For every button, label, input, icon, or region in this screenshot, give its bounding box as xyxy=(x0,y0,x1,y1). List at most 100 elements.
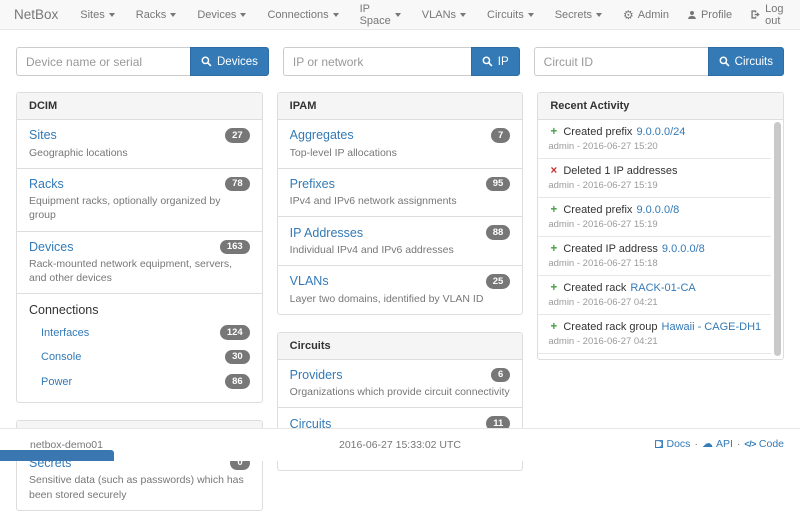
nav-item-ip-space[interactable]: IP Space xyxy=(360,3,401,27)
activity-object-link[interactable]: 9.0.0.0/8 xyxy=(661,243,705,255)
racks-link[interactable]: Racks xyxy=(29,176,64,191)
activity-item: + Created rack RACK-01-CA admin - 2016-0… xyxy=(538,275,772,314)
console-link[interactable]: Console xyxy=(41,351,82,364)
nav-item-label: Devices xyxy=(197,8,237,21)
profile-link[interactable]: Profile xyxy=(687,9,732,21)
nav-item-secrets[interactable]: Secrets xyxy=(555,3,602,27)
logout-label: Log out xyxy=(765,2,784,27)
activity-meta: admin - 2016-06-27 04:21 xyxy=(548,336,658,347)
circuit-search-button[interactable]: Circuits xyxy=(707,47,784,76)
nav-item-connections[interactable]: Connections xyxy=(267,3,339,27)
nav-item-label: Connections xyxy=(267,8,329,21)
circuit-search-input[interactable] xyxy=(533,47,708,76)
chevron-down-icon xyxy=(170,12,177,17)
device-search-input[interactable] xyxy=(16,47,190,76)
connections-row-power: Power 86 xyxy=(29,369,250,394)
sites-count-badge: 27 xyxy=(225,128,250,143)
activity-item: × Deleted 1 IP addresses admin - 2016-06… xyxy=(538,158,772,197)
api-label: API xyxy=(715,438,733,450)
docs-link[interactable]: Docs xyxy=(654,438,690,450)
panel-circuits-title: Circuits xyxy=(277,332,523,360)
list-item-prefixes: Prefixes 95 IPv4 and IPv6 network assign… xyxy=(277,167,523,217)
power-link[interactable]: Power xyxy=(41,375,73,388)
footer-links: Docs · ☁ API · </> Code xyxy=(654,438,784,450)
plus-icon: + xyxy=(550,321,558,333)
api-link[interactable]: ☁ API xyxy=(702,438,733,450)
logout-link[interactable]: Log out xyxy=(750,3,786,27)
nav-item-racks[interactable]: Racks xyxy=(136,3,177,27)
nav-item-label: Sites xyxy=(80,8,105,21)
ip-addresses-description: Individual IPv4 and IPv6 addresses xyxy=(289,243,454,256)
prefixes-link[interactable]: Prefixes xyxy=(289,176,335,191)
power-count-badge: 86 xyxy=(225,374,250,389)
vlans-description: Layer two domains, identified by VLAN ID xyxy=(289,292,484,305)
hostname-label: netbox-demo01 xyxy=(30,439,103,451)
nav-item-vlans[interactable]: VLANs xyxy=(422,3,467,27)
interfaces-link[interactable]: Interfaces xyxy=(41,326,90,339)
interfaces-count-badge: 124 xyxy=(219,325,250,340)
plus-icon: + xyxy=(550,243,558,255)
activity-action: Created prefix xyxy=(563,204,633,216)
aggregates-count-badge: 7 xyxy=(491,128,511,143)
code-link[interactable]: </> Code xyxy=(744,438,784,450)
panel-dcim-title: DCIM xyxy=(17,93,262,120)
quick-search-row: Devices IP Circuits xyxy=(16,47,784,76)
ip-search-button[interactable]: IP xyxy=(470,47,520,76)
gear-icon: ⚙ xyxy=(623,7,634,22)
server-time-label: 2016-06-27 15:33:02 UTC xyxy=(339,439,461,451)
prefixes-count-badge: 95 xyxy=(485,176,511,192)
panel-recent-activity: Recent Activity + Created prefix 9.0.0.0… xyxy=(537,92,785,360)
footer-separator: · xyxy=(694,438,698,450)
activity-action: Created prefix xyxy=(563,126,633,138)
plus-icon: + xyxy=(550,126,558,138)
devices-link[interactable]: Devices xyxy=(29,239,74,254)
sites-link[interactable]: Sites xyxy=(29,128,57,143)
activity-object-link[interactable]: RACK-01-CA xyxy=(630,282,696,294)
circuits-link[interactable]: Circuits xyxy=(289,416,332,431)
connections-row-interfaces: Interfaces 124 xyxy=(29,320,250,345)
user-icon xyxy=(687,10,697,20)
list-item-devices: Devices 163 Rack-mounted network equipme… xyxy=(17,230,262,294)
nav-item-devices[interactable]: Devices xyxy=(197,3,247,27)
circuit-search-button-label: Circuits xyxy=(734,55,773,68)
vlans-link[interactable]: VLANs xyxy=(289,274,329,289)
providers-link[interactable]: Providers xyxy=(289,367,343,382)
chevron-down-icon xyxy=(108,12,115,17)
activity-meta: admin - 2016-06-27 15:18 xyxy=(548,258,658,269)
brand-link[interactable]: NetBox xyxy=(14,7,59,22)
panel-dcim: DCIM Sites 27 Geographic locations Racks… xyxy=(16,92,263,403)
nav-item-circuits[interactable]: Circuits xyxy=(487,3,534,27)
nav-item-label: Secrets xyxy=(554,8,592,21)
logout-icon xyxy=(750,9,761,20)
ip-search-input[interactable] xyxy=(282,47,471,76)
connections-row-console: Console 30 xyxy=(29,345,250,370)
activity-action: Created IP address xyxy=(563,243,658,255)
activity-object-link[interactable]: Hawaii - CAGE-DH1-01 xyxy=(661,321,762,333)
admin-link[interactable]: ⚙ Admin xyxy=(623,9,669,21)
ip-addresses-count-badge: 88 xyxy=(485,225,511,240)
column-dcim: DCIM Sites 27 Geographic locations Racks… xyxy=(16,92,263,528)
devices-description: Rack-mounted network equipment, servers,… xyxy=(29,258,233,285)
nav-item-sites[interactable]: Sites xyxy=(80,3,115,27)
console-count-badge: 30 xyxy=(225,349,250,365)
device-search-button[interactable]: Devices xyxy=(190,47,269,76)
activity-list: + Created prefix 9.0.0.0/24 admin - 2016… xyxy=(538,120,783,359)
providers-count-badge: 6 xyxy=(491,367,511,383)
list-item-providers: Providers 6 Organizations which provide … xyxy=(278,360,523,408)
profile-label: Profile xyxy=(700,8,733,21)
list-item-racks: Racks 78 Equipment racks, optionally org… xyxy=(17,167,262,231)
activity-scrollbar[interactable] xyxy=(774,122,782,356)
activity-meta: admin - 2016-06-27 15:20 xyxy=(548,141,658,152)
search-icon xyxy=(201,56,212,67)
ip-addresses-link[interactable]: IP Addresses xyxy=(289,225,364,240)
ip-search-form: IP xyxy=(282,47,520,76)
navbar-right: ⚙ Admin Profile Log out xyxy=(623,3,786,27)
chevron-down-icon xyxy=(460,12,467,17)
activity-meta: admin - 2016-06-27 15:19 xyxy=(548,219,658,230)
activity-object-link[interactable]: 9.0.0.0/24 xyxy=(636,126,686,138)
aggregates-link[interactable]: Aggregates xyxy=(289,128,354,143)
activity-object-link[interactable]: 9.0.0.0/8 xyxy=(636,204,680,216)
chevron-down-icon xyxy=(332,12,339,17)
vlans-count-badge: 25 xyxy=(485,274,511,289)
plus-icon: + xyxy=(550,282,558,294)
